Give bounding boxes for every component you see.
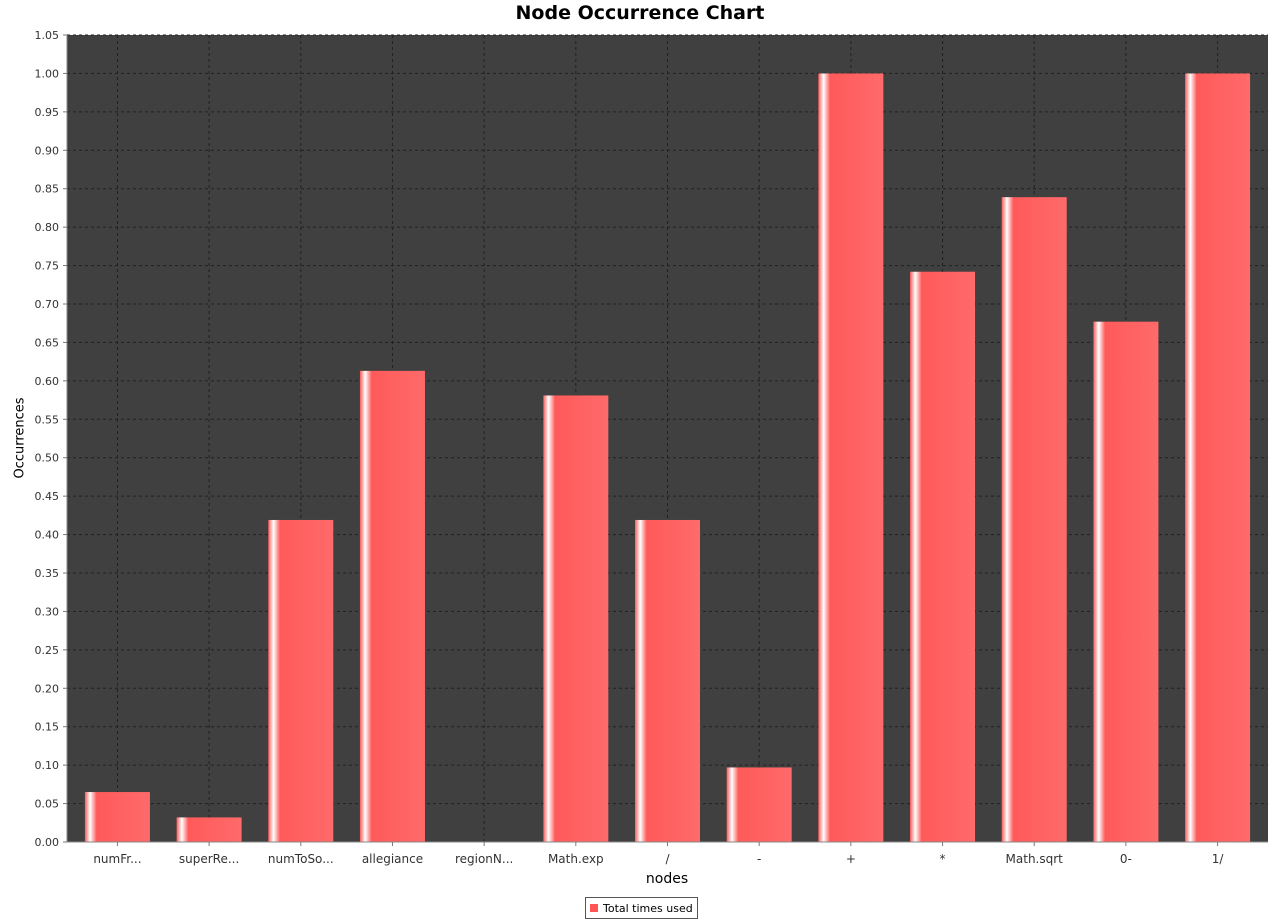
x-axis-label: nodes <box>645 871 689 887</box>
y-tick-label: 0.50 <box>35 452 60 465</box>
y-tick-label: 0.70 <box>35 298 60 311</box>
x-tick-label: numToSo... <box>268 852 334 866</box>
bar <box>543 395 609 842</box>
y-tick-label: 0.75 <box>35 260 60 273</box>
y-tick-label: 0.20 <box>35 682 60 695</box>
x-tick-label: numFr... <box>93 852 141 866</box>
x-tick-label: / <box>665 852 670 866</box>
y-tick-label: 0.35 <box>35 567 60 580</box>
y-tick-label: 0.90 <box>35 144 60 157</box>
legend-swatch <box>590 904 598 912</box>
x-tick-label: superRe... <box>179 852 239 866</box>
bar <box>176 817 242 842</box>
x-tick-label: - <box>757 852 761 866</box>
y-tick-label: 0.80 <box>35 221 60 234</box>
y-tick-label: 1.00 <box>35 67 60 80</box>
x-tick-label: 1/ <box>1212 852 1225 866</box>
y-tick-label: 0.30 <box>35 605 60 618</box>
x-tick-label: Math.sqrt <box>1006 852 1064 866</box>
y-tick-label: 0.95 <box>35 106 60 119</box>
chart-title: Node Occurrence Chart <box>515 2 765 24</box>
bar <box>1185 73 1251 842</box>
y-tick-label: 0.40 <box>35 529 60 542</box>
bar <box>635 519 700 842</box>
y-tick-label: 0.05 <box>35 798 60 811</box>
bar <box>1093 321 1159 843</box>
legend-label: Total times used <box>603 901 693 915</box>
bar <box>818 73 884 842</box>
y-tick-label: 0.85 <box>35 183 60 196</box>
y-tick-label: 0.65 <box>35 336 60 349</box>
y-tick-label: 0.60 <box>35 375 60 388</box>
y-tick-label: 0.10 <box>35 759 60 772</box>
y-tick-label: 0.55 <box>35 413 60 426</box>
x-tick-label: allegiance <box>362 852 423 866</box>
y-tick-label: 1.05 <box>35 29 60 42</box>
x-tick-label: * <box>940 852 946 866</box>
x-tick-label: Math.exp <box>548 852 604 866</box>
x-tick-label: regionN... <box>455 852 513 866</box>
y-tick-label: 0.25 <box>35 644 60 657</box>
x-tick-label: + <box>846 852 856 866</box>
y-tick-label: 0.15 <box>35 721 60 734</box>
bar <box>1001 197 1067 842</box>
y-tick-label: 0.00 <box>35 836 60 849</box>
bar <box>726 767 792 842</box>
bar <box>268 519 334 842</box>
legend: Total times used <box>585 897 698 919</box>
bar <box>84 792 150 842</box>
x-tick-label: 0- <box>1120 852 1132 866</box>
bar <box>910 271 976 843</box>
bar <box>359 370 425 842</box>
y-tick-label: 0.45 <box>35 490 60 503</box>
